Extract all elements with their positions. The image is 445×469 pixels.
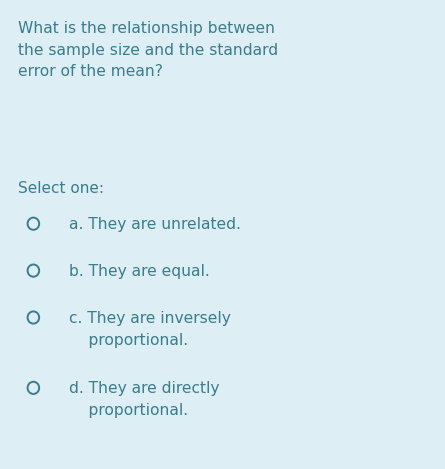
Text: What is the relationship between
the sample size and the standard
error of the m: What is the relationship between the sam… xyxy=(18,21,278,79)
Text: Select one:: Select one: xyxy=(18,181,104,196)
Text: d. They are directly
    proportional.: d. They are directly proportional. xyxy=(69,381,219,418)
Circle shape xyxy=(28,311,39,324)
Circle shape xyxy=(28,382,39,394)
Text: b. They are equal.: b. They are equal. xyxy=(69,264,210,279)
Circle shape xyxy=(28,265,39,277)
Circle shape xyxy=(28,218,39,230)
Text: c. They are inversely
    proportional.: c. They are inversely proportional. xyxy=(69,311,231,348)
Text: a. They are unrelated.: a. They are unrelated. xyxy=(69,217,241,232)
